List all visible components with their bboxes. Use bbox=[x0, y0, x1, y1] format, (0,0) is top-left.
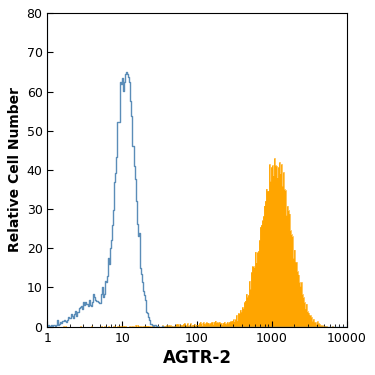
X-axis label: AGTR-2: AGTR-2 bbox=[162, 349, 231, 367]
Y-axis label: Relative Cell Number: Relative Cell Number bbox=[8, 87, 22, 252]
